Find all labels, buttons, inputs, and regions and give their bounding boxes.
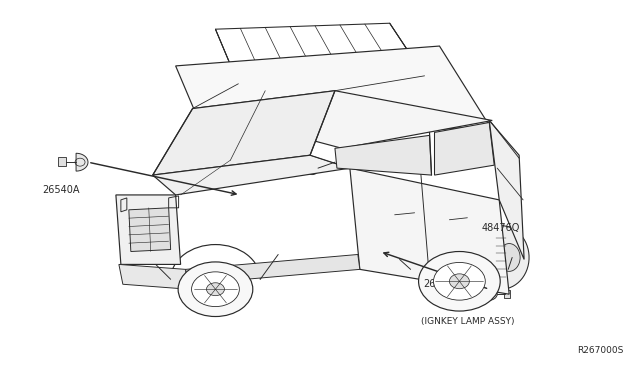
- Polygon shape: [496, 226, 529, 289]
- Ellipse shape: [191, 272, 239, 307]
- Text: 26540AA: 26540AA: [423, 279, 467, 289]
- Text: 26540A: 26540A: [42, 185, 80, 195]
- FancyBboxPatch shape: [58, 157, 66, 166]
- Polygon shape: [193, 91, 492, 148]
- FancyBboxPatch shape: [504, 290, 510, 298]
- Polygon shape: [129, 208, 171, 251]
- Polygon shape: [350, 168, 509, 294]
- Ellipse shape: [449, 274, 469, 289]
- Ellipse shape: [419, 251, 500, 311]
- Polygon shape: [153, 91, 335, 175]
- Ellipse shape: [207, 283, 225, 296]
- Text: 48476Q: 48476Q: [482, 223, 520, 232]
- Text: R267000S: R267000S: [577, 346, 623, 355]
- Polygon shape: [153, 155, 350, 195]
- Polygon shape: [186, 254, 360, 284]
- Polygon shape: [119, 264, 189, 289]
- Polygon shape: [76, 153, 88, 171]
- Polygon shape: [335, 135, 431, 175]
- Polygon shape: [116, 195, 180, 264]
- Polygon shape: [175, 46, 489, 148]
- Polygon shape: [489, 121, 524, 259]
- Ellipse shape: [306, 166, 318, 174]
- Ellipse shape: [477, 288, 497, 301]
- Ellipse shape: [178, 262, 253, 317]
- Ellipse shape: [433, 262, 485, 300]
- Ellipse shape: [498, 244, 520, 271]
- Polygon shape: [435, 122, 494, 175]
- Text: (IGNKEY LAMP ASSY): (IGNKEY LAMP ASSY): [420, 317, 514, 326]
